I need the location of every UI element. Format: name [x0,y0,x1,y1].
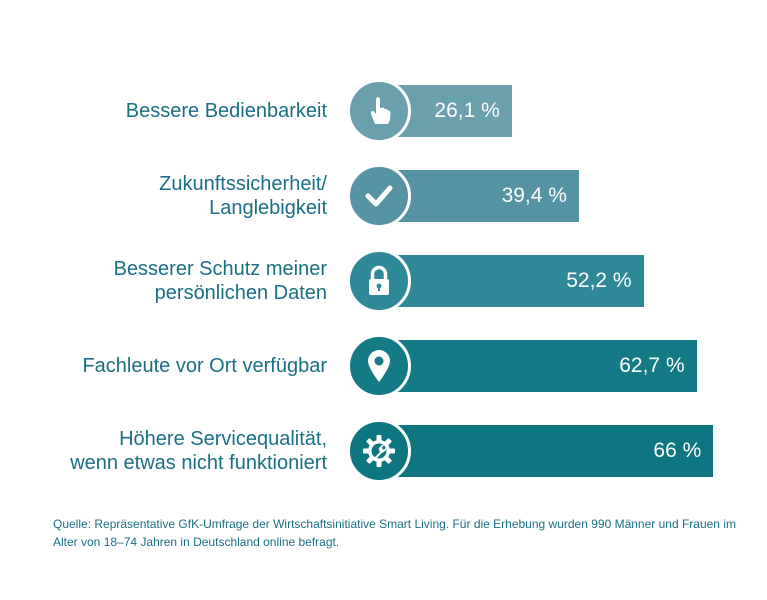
gear-wrench-icon [347,419,411,483]
category-label-line: Besserer Schutz meiner [113,258,327,280]
category-label-line: Höhere Servicequalität, [119,428,327,450]
checkmark-icon [347,164,411,228]
bar-chart: Bessere Bedienbarkeit 26,1 % Zukunftssiche… [70,79,714,483]
category-label: Besserer Schutz meiner persönlichen Daten [114,257,327,305]
source-note: Quelle: Repräsentative GfK-Umfrage der W… [53,517,736,549]
location-pin-icon [347,334,411,398]
category-label: Bessere Bedienbarkeit [126,99,327,123]
data-label: 62,7 % [619,354,685,377]
data-label: 52,2 % [566,269,632,292]
bar [380,170,579,222]
bar [380,255,644,307]
pointing-hand-icon [347,79,411,143]
category-label-line: persönlichen Daten [154,282,327,304]
bar [380,425,714,477]
bar [380,340,697,392]
data-label: 39,4 % [501,184,567,207]
category-label: Fachleute vor Ort verfügbar [82,354,327,378]
category-label-line: Zukunftssicherheit/ [159,173,327,195]
category-label-line: Langlebigkeit [209,197,327,219]
category-label-line: Bessere Bedienbarkeit [125,100,327,122]
data-label: 66 % [653,439,702,462]
padlock-icon [347,249,411,313]
data-label: 26,1 % [434,99,500,122]
category-label: Höhere Servicequalität, wenn etwas nicht … [70,427,327,475]
category-label-line: Fachleute vor Ort verfügbar [82,355,327,377]
category-label-line: wenn etwas nicht funktioniert [70,452,327,474]
category-label: Zukunftssicherheit/Langlebigkeit [159,172,327,220]
